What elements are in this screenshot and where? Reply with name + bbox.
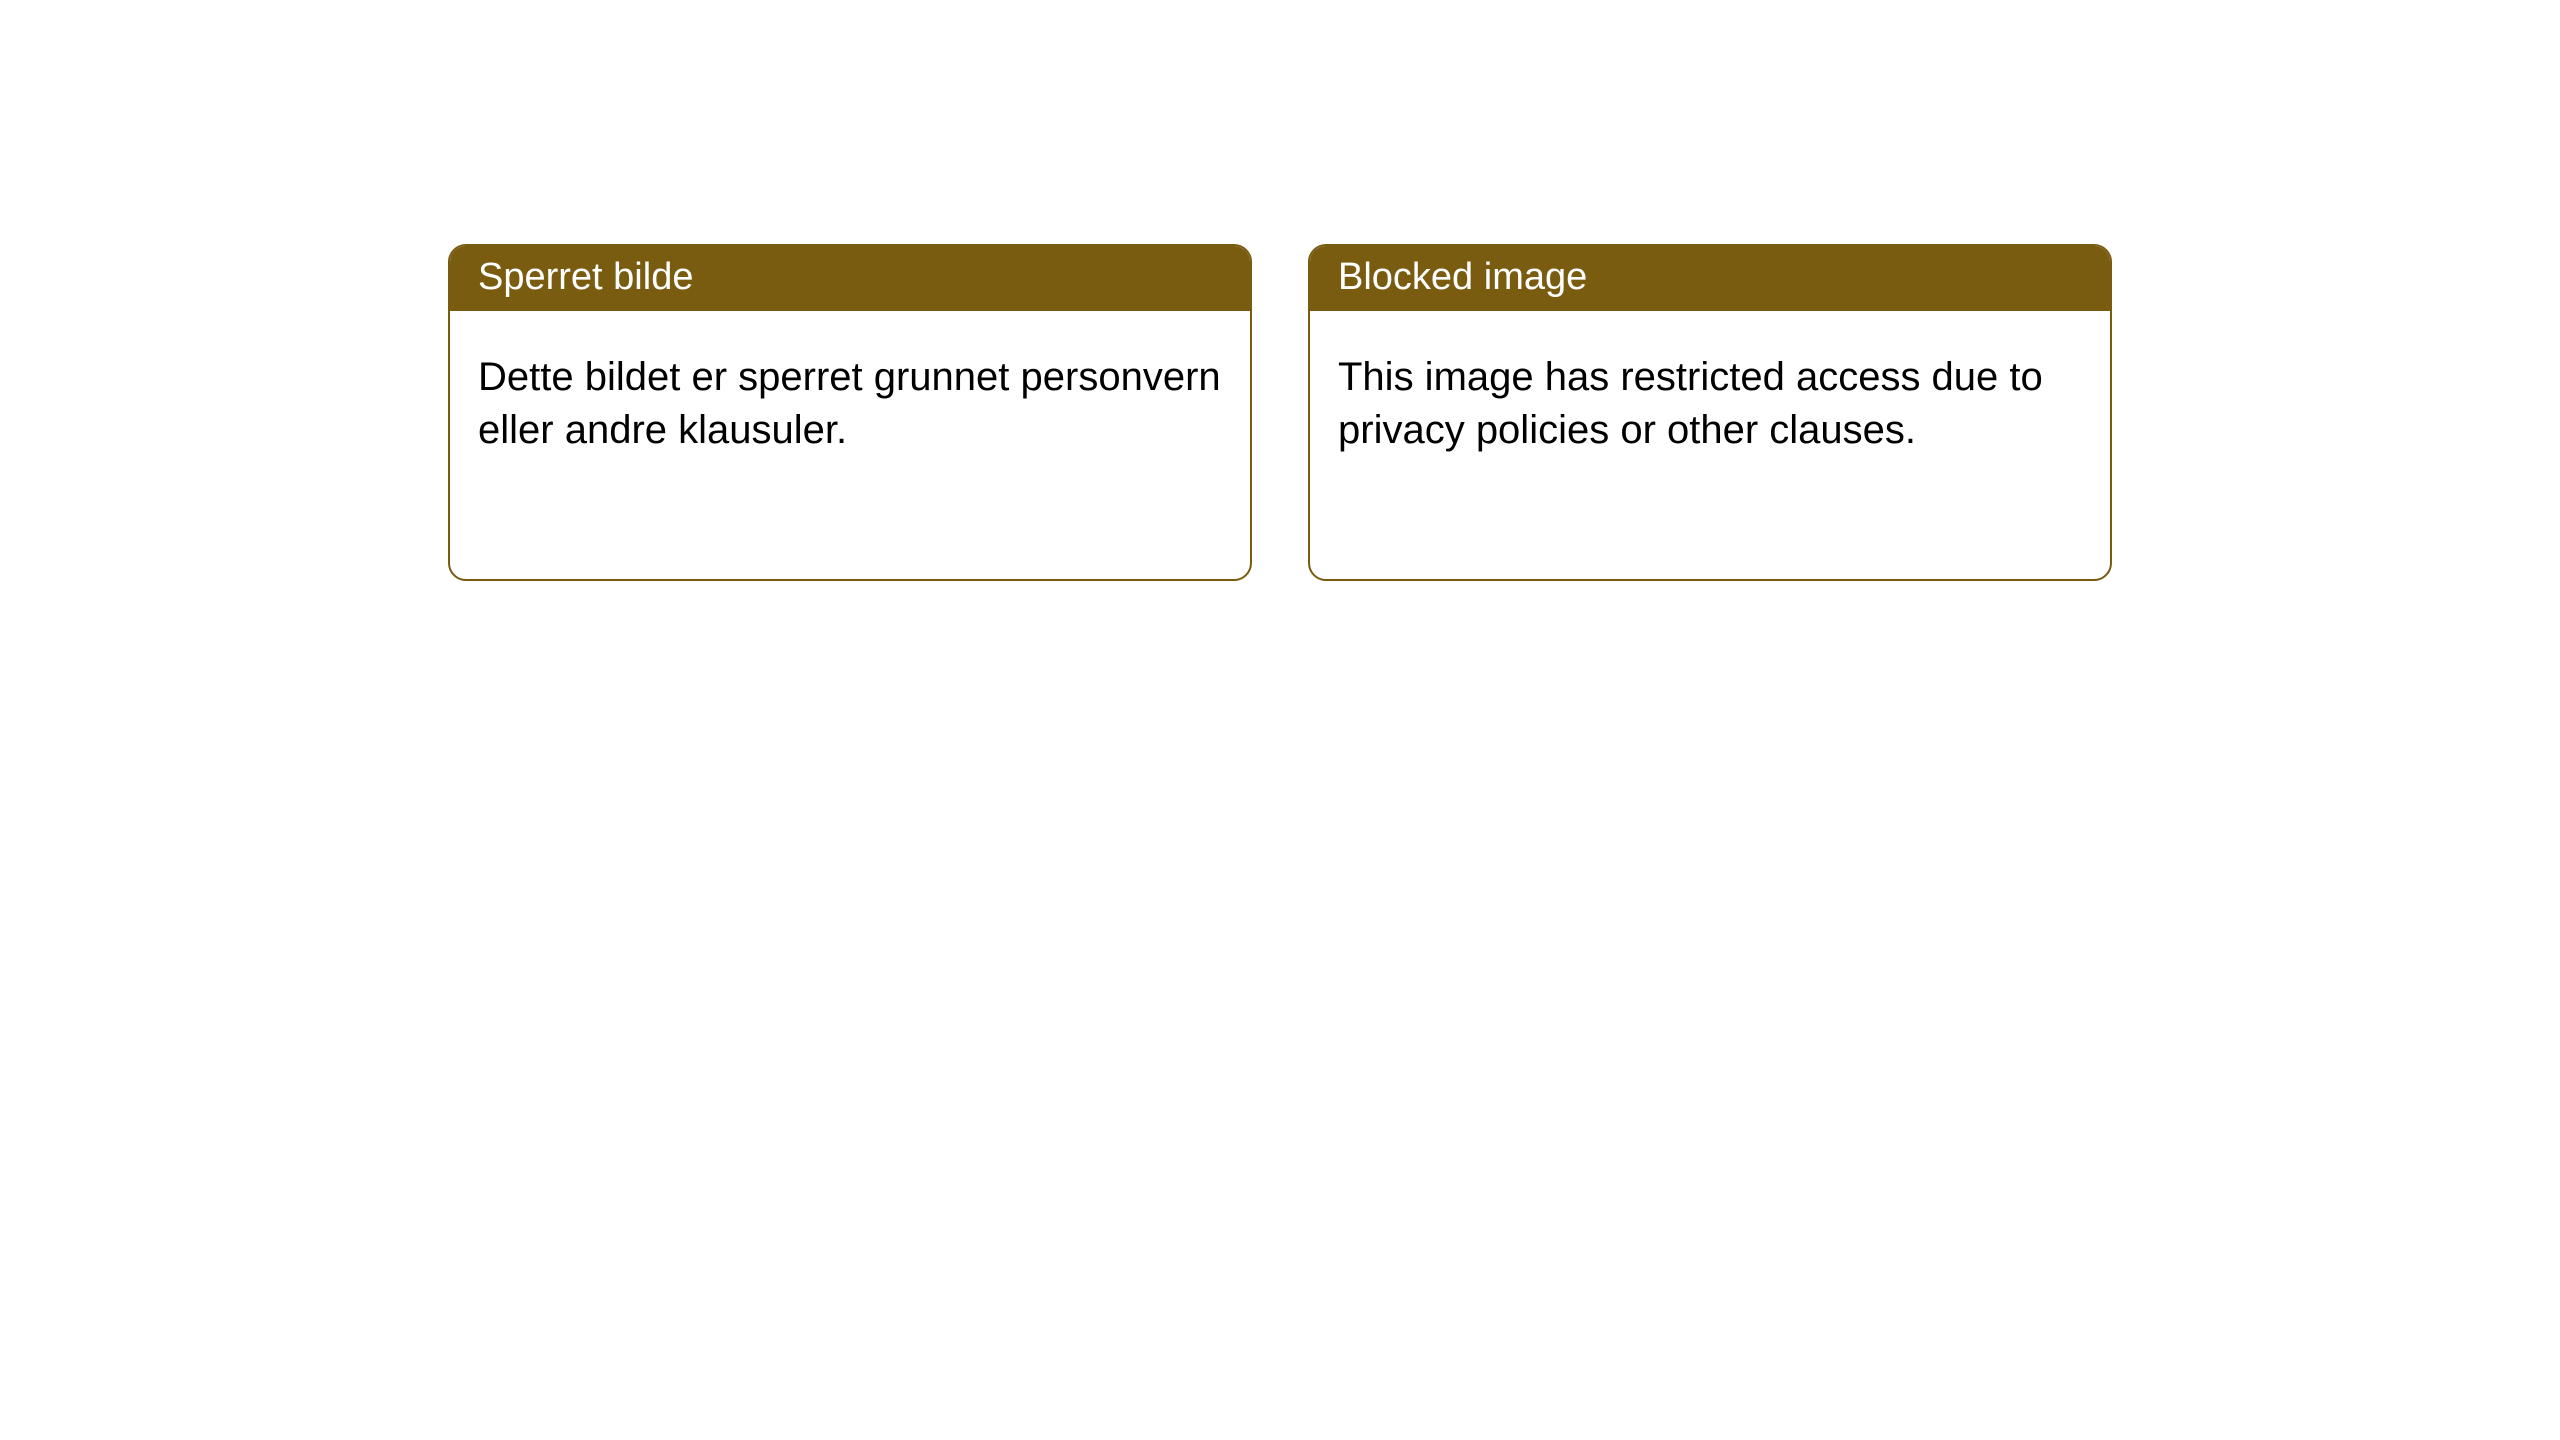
card-header-en: Blocked image xyxy=(1310,246,2110,311)
card-header-no: Sperret bilde xyxy=(450,246,1250,311)
cards-container: Sperret bilde Dette bildet er sperret gr… xyxy=(0,0,2560,581)
card-body-en: This image has restricted access due to … xyxy=(1310,311,2110,579)
blocked-image-card-no: Sperret bilde Dette bildet er sperret gr… xyxy=(448,244,1252,581)
blocked-image-card-en: Blocked image This image has restricted … xyxy=(1308,244,2112,581)
card-body-no: Dette bildet er sperret grunnet personve… xyxy=(450,311,1250,579)
